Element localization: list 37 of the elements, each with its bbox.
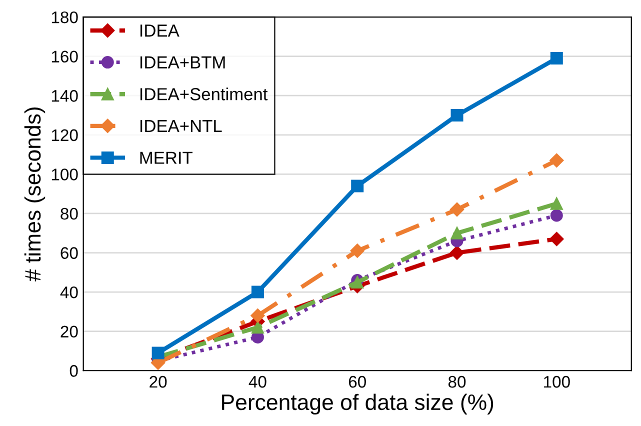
y-tick-label: 80 (60, 208, 78, 220)
y-tick-label: 140 (52, 90, 78, 102)
point (550, 232, 564, 246)
point (251, 286, 264, 298)
y-tick-label: 60 (60, 247, 78, 259)
y-tick-label: 180 (52, 11, 78, 24)
x-tick-label: 40 (248, 376, 266, 388)
point (450, 226, 464, 240)
y-axis-title: # times (seconds) (24, 108, 46, 282)
x-tick-label: 100 (544, 376, 570, 388)
point (351, 180, 364, 192)
x-tick-label: 20 (150, 376, 167, 388)
y-tick-label: 0 (70, 365, 78, 377)
x-tick-label: 60 (348, 376, 366, 388)
y-tick-label: 120 (52, 129, 78, 142)
point (550, 209, 563, 222)
point (450, 202, 464, 217)
point (550, 52, 563, 65)
legend-label: IDEA (140, 24, 180, 37)
x-axis-title: Percentage of data size (%) (222, 394, 494, 415)
y-tick-label: 160 (52, 50, 78, 63)
legend-label: IDEA+NTL (140, 120, 222, 132)
y-tick-label: 40 (60, 286, 78, 298)
y-tick-label: 100 (52, 168, 78, 180)
y-tick-label: 20 (60, 326, 78, 338)
point (450, 246, 464, 260)
x-tick-label: 80 (448, 376, 466, 388)
legend-label: IDEA+Sentiment (140, 88, 268, 100)
point (550, 197, 563, 210)
point (350, 244, 364, 258)
point (250, 308, 265, 323)
point (550, 153, 564, 168)
point (251, 321, 264, 334)
point (152, 346, 164, 360)
legend-label: IDEA+BTM (140, 56, 225, 68)
legend-label: MERIT (140, 152, 192, 164)
point (450, 109, 464, 122)
